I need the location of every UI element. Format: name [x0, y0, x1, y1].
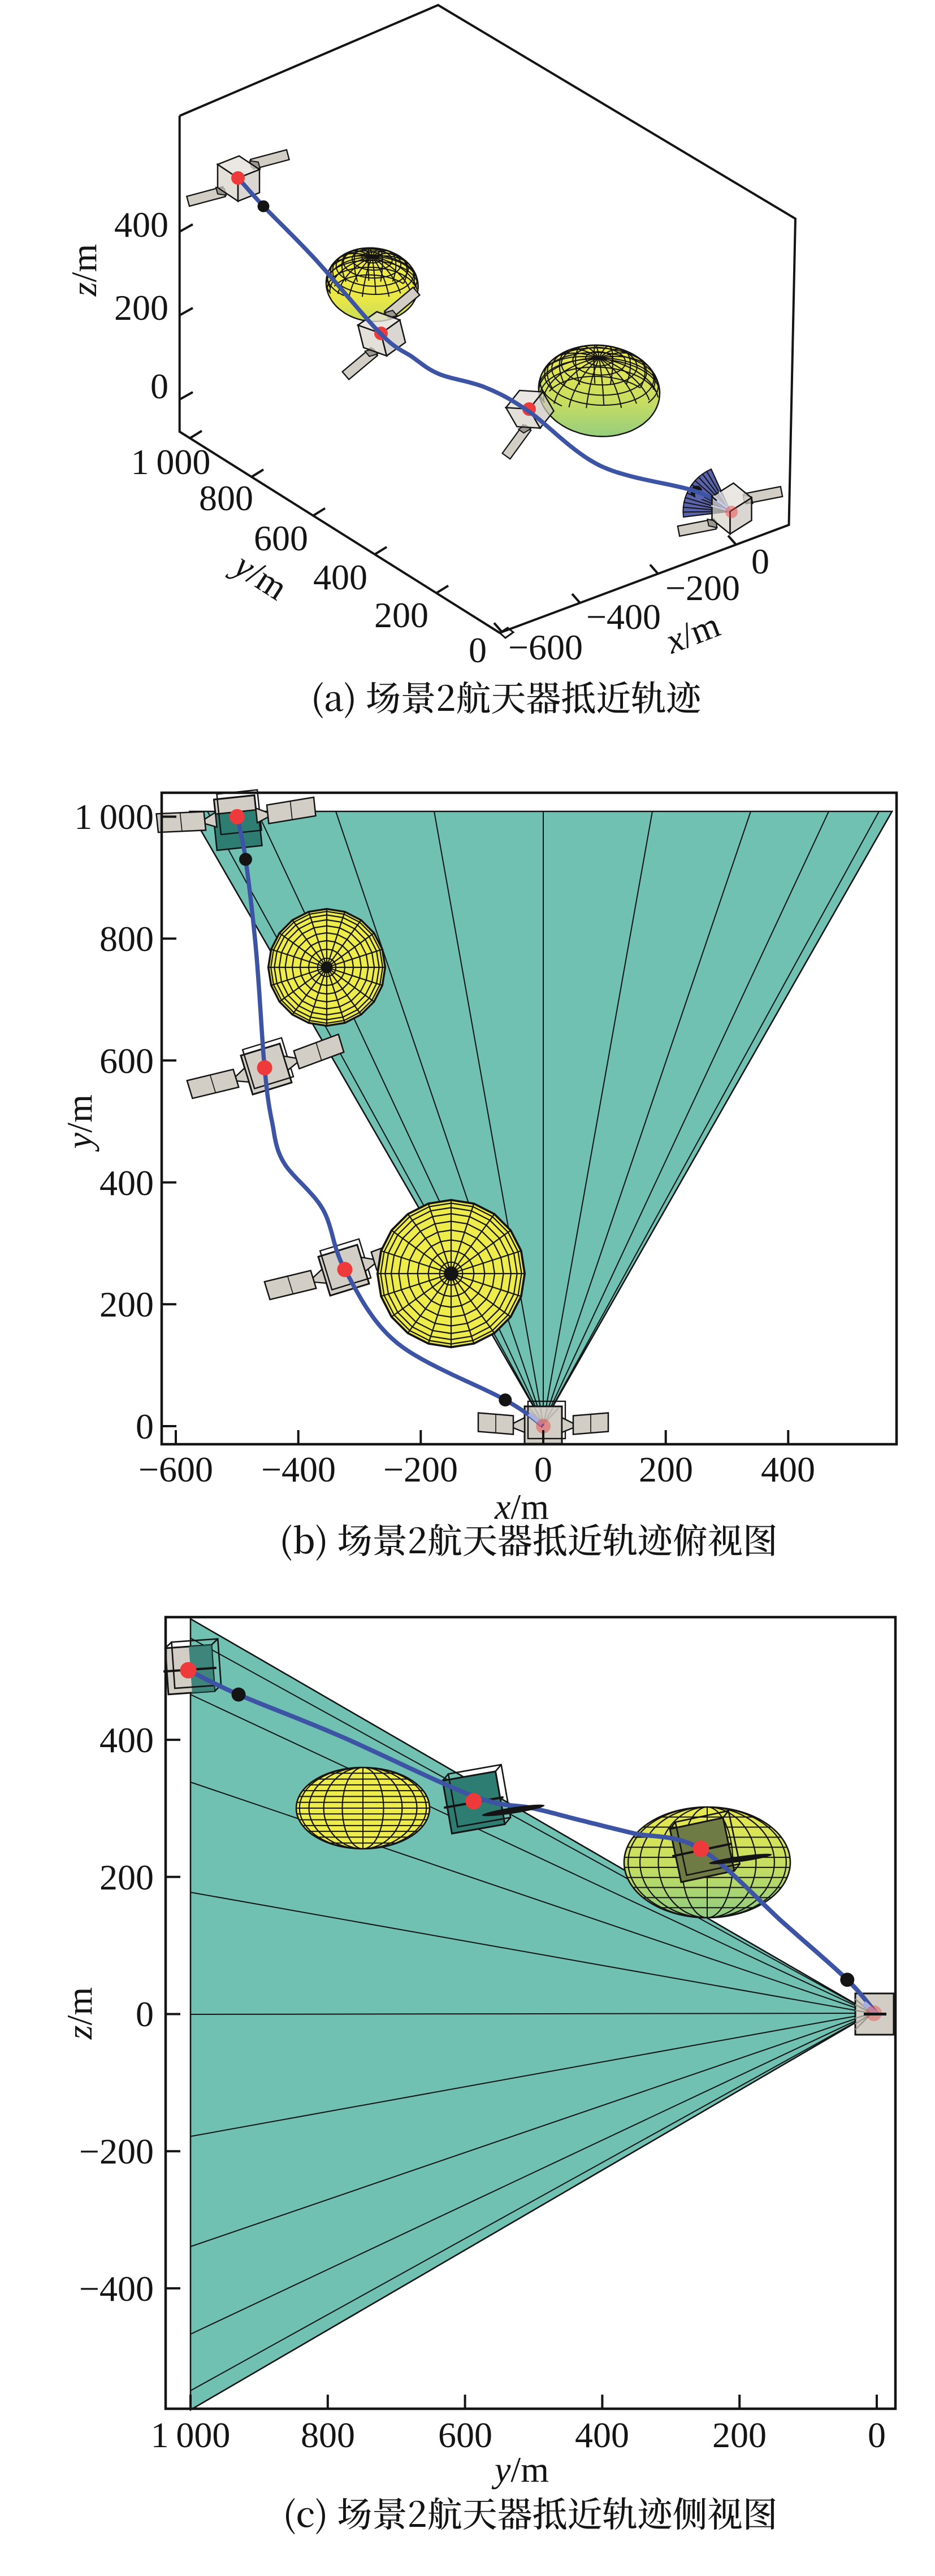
svg-text:0: 0 [469, 630, 487, 670]
svg-text:600: 600 [438, 2415, 492, 2455]
svg-text:−200: −200 [79, 2131, 154, 2171]
svg-text:0: 0 [751, 541, 769, 581]
svg-text:−600: −600 [138, 1449, 213, 1489]
svg-text:−200: −200 [665, 568, 740, 608]
svg-text:200: 200 [712, 2415, 767, 2455]
svg-text:1 000: 1 000 [131, 442, 211, 482]
svg-text:800: 800 [301, 2415, 355, 2455]
svg-text:400: 400 [313, 557, 367, 597]
svg-text:600: 600 [99, 1041, 154, 1081]
svg-text:1 000: 1 000 [74, 797, 154, 837]
svg-text:y/m: y/m [59, 1094, 99, 1152]
svg-text:400: 400 [761, 1449, 815, 1489]
svg-text:z/m: z/m [64, 244, 104, 297]
svg-text:200: 200 [99, 1857, 154, 1897]
svg-text:1 000: 1 000 [151, 2415, 231, 2455]
svg-text:y/m: y/m [491, 2449, 549, 2490]
svg-text:800: 800 [99, 919, 154, 959]
svg-text:400: 400 [99, 1163, 154, 1203]
svg-text:200: 200 [374, 595, 428, 635]
svg-text:200: 200 [639, 1449, 693, 1489]
svg-text:−400: −400 [261, 1449, 336, 1489]
svg-text:200: 200 [99, 1284, 154, 1324]
svg-text:0: 0 [136, 1994, 154, 2034]
svg-text:z/m: z/m [59, 1987, 99, 2040]
svg-text:0: 0 [150, 366, 168, 406]
svg-text:200: 200 [114, 288, 168, 328]
svg-text:0: 0 [868, 2415, 886, 2455]
svg-text:0: 0 [534, 1449, 552, 1489]
svg-text:−600: −600 [508, 627, 583, 667]
svg-text:400: 400 [114, 205, 168, 245]
svg-text:−400: −400 [586, 597, 661, 637]
svg-text:−200: −200 [383, 1449, 458, 1489]
svg-text:0: 0 [136, 1406, 154, 1446]
svg-text:800: 800 [199, 478, 253, 518]
svg-text:400: 400 [99, 1720, 154, 1760]
svg-text:600: 600 [254, 518, 308, 558]
svg-text:−400: −400 [79, 2269, 154, 2309]
svg-text:400: 400 [575, 2415, 629, 2455]
svg-text:x/m: x/m [494, 1487, 549, 1527]
